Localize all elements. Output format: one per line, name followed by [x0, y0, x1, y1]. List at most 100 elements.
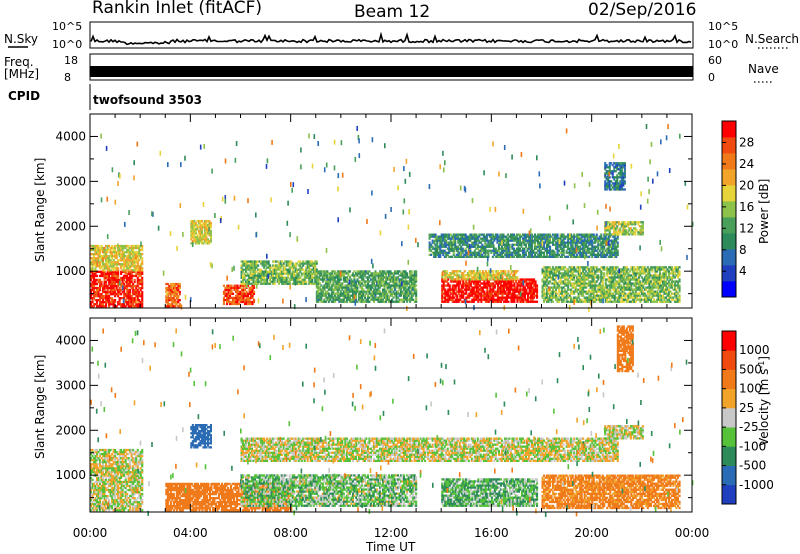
power-cell — [502, 235, 505, 238]
power-cell — [273, 280, 276, 283]
power-cell — [520, 241, 523, 244]
power-cell — [243, 260, 246, 263]
power-cell — [330, 270, 333, 273]
power-cell — [123, 253, 126, 256]
power-cell — [582, 243, 585, 246]
power-cell — [527, 286, 530, 289]
power-cell — [583, 237, 586, 240]
power-cell — [374, 294, 377, 297]
power-cell — [392, 282, 395, 285]
power-cell — [329, 278, 332, 281]
power-cell — [287, 276, 290, 279]
power-cell — [108, 297, 111, 300]
power-cell — [372, 274, 375, 277]
power-cell — [115, 286, 118, 290]
power-cell — [389, 276, 392, 279]
power-cell — [165, 299, 168, 302]
power-cell — [489, 282, 492, 285]
power-cell — [490, 243, 493, 246]
power-cell — [389, 288, 392, 291]
power-cell — [279, 276, 282, 279]
power-cell — [561, 274, 564, 277]
power-cell — [251, 276, 254, 279]
power-cell — [138, 246, 141, 250]
power-cell — [574, 298, 577, 301]
power-cell — [383, 284, 386, 287]
power-cell — [533, 284, 536, 287]
power-cell — [471, 294, 474, 297]
power-cell — [133, 261, 136, 264]
power-cell — [571, 266, 574, 269]
power-cell — [103, 282, 106, 286]
power-cell — [482, 245, 485, 248]
power-cell — [206, 238, 209, 241]
power-cell — [257, 274, 260, 277]
power-cell — [460, 235, 463, 238]
power-cell — [115, 244, 118, 248]
power-cell — [302, 268, 305, 271]
power-cell — [474, 292, 477, 295]
power-cell — [453, 270, 456, 273]
power-cell — [531, 292, 534, 295]
power-cell — [535, 245, 538, 248]
power-cell — [126, 278, 129, 282]
power-cell — [227, 284, 230, 287]
power-cell — [199, 240, 202, 243]
power-cell — [580, 284, 583, 287]
power-cell — [359, 280, 362, 283]
power-cell — [100, 297, 103, 300]
power-cell — [579, 284, 582, 287]
power-cell — [484, 270, 487, 273]
power-cell — [200, 238, 203, 241]
power-cell — [549, 255, 552, 258]
power-cell — [494, 255, 497, 258]
power-cell — [495, 270, 498, 273]
power-cell — [388, 276, 391, 279]
power-cell — [118, 303, 121, 306]
power-cell — [491, 243, 494, 246]
power-cell — [371, 298, 374, 301]
power-cell — [568, 251, 571, 254]
power-cell — [506, 255, 509, 258]
power-cell — [312, 264, 315, 267]
power-cell — [366, 282, 369, 285]
power-cell — [327, 298, 330, 301]
power-cell — [428, 233, 431, 236]
power-cell — [487, 272, 490, 275]
power-cell — [555, 253, 558, 256]
power-cell — [450, 278, 453, 281]
power-cell — [168, 297, 171, 300]
power-cell — [398, 282, 401, 285]
power-cell — [499, 270, 502, 273]
power-cell — [350, 288, 353, 291]
power-cell — [585, 253, 588, 256]
power-cell — [561, 292, 564, 295]
power-cell — [518, 243, 521, 246]
power-cell — [93, 295, 96, 298]
power-cell — [524, 253, 527, 256]
power-cell — [357, 298, 360, 301]
power-cell — [455, 235, 458, 238]
power-cell — [111, 270, 114, 273]
power-cell — [193, 238, 196, 241]
power-cell — [314, 272, 317, 275]
power-cell — [547, 233, 550, 236]
power-cell — [571, 286, 574, 289]
power-cell — [454, 300, 457, 303]
power-cell — [171, 282, 174, 286]
power-cell — [586, 298, 589, 301]
power-cell — [489, 272, 492, 275]
power-cell — [335, 296, 338, 299]
power-cell — [206, 230, 209, 233]
power-cell — [338, 272, 341, 275]
power-cell — [365, 272, 368, 275]
power-cell — [276, 278, 279, 281]
power-cell — [270, 276, 273, 279]
power-cell — [577, 274, 580, 277]
power-cell — [558, 290, 561, 293]
power-cell — [466, 255, 469, 258]
power-cell — [379, 272, 382, 275]
power-cell — [517, 237, 520, 240]
power-cell — [326, 272, 329, 275]
power-cell — [126, 269, 129, 272]
